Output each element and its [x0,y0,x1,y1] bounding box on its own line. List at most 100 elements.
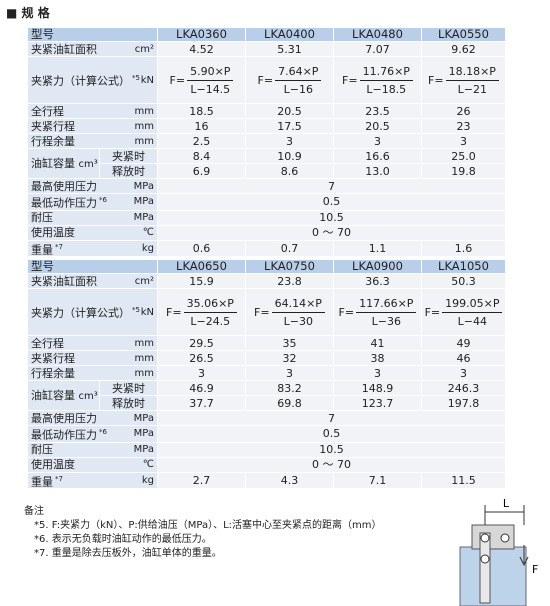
unit: kg [141,474,154,486]
unit: mm [134,120,154,132]
row-label-cell: 夹紧行程 mm [27,350,158,366]
label-wrap: 全行程 mm [31,337,154,350]
formula-prefix: F= [166,305,182,319]
spec-table: 型号 LKA0360 LKA0400 LKA0480 LKA0550 夹紧油缸面积 cm² 4… [27,27,506,258]
label-wrap: 夹紧力（计算公式） *5 kN [31,72,154,88]
row: 油缸容量 cm³ 夹紧时 46.9 83.2 148.9 246.3 [27,380,506,411]
row: 耐压 MPa 10.5 [27,441,506,458]
row-label-group: 夹紧油缸面积 [31,275,97,288]
denominator: L−24.5 [190,314,231,328]
row: 最低动作压力 *6 MPa 0.5 [27,193,506,211]
value-cell: 23.5 [333,103,422,119]
value-cell: 18.5 [157,103,246,119]
formula-cell: F= 18.18×P L−21 [421,56,506,104]
notes-title: 备注 [24,506,44,517]
value-cell: 13.0 [333,163,422,179]
value-cell: 0.5 [157,193,506,211]
row-label-cell: 全行程 mm [27,103,158,119]
row-label-group: 夹紧行程 [31,120,75,133]
header-cell: LKA0550 [421,27,506,42]
row: 行程余量 mm 2.5 3 3 3 [27,133,506,149]
value-cell: 0.7 [245,239,334,258]
value-cell: 15.9 [157,273,246,289]
value-cell: 0 ～ 70 [157,456,506,473]
unit: mm [134,105,154,117]
row: 最高使用压力 MPa 7 [27,410,506,426]
row: 油缸容量 cm³ 夹紧时 8.4 10.9 16.6 25.0 [27,148,506,179]
value-cell: 10.9 [245,148,334,164]
row: 重量 *7 kg 0.6 0.7 1.1 1.6 [27,239,506,258]
header-row: 型号 LKA0360 LKA0400 LKA0480 LKA0550 [27,27,506,42]
value-cell: 50.3 [421,273,506,289]
row: 行程余量 mm 3 3 3 3 [27,365,506,381]
header-row: 型号 LKA0650 LKA0750 LKA0900 LKA1050 [27,259,506,274]
value-cell: 5.31 [245,41,334,57]
numerator: 64.14×P [271,297,325,313]
value-cell: 37.7 [157,395,246,411]
label-wrap: 最低动作压力 *6 MPa [31,194,154,209]
formula-cell: F= 64.14×P L−30 [245,288,334,336]
unit: kg [141,242,154,254]
row: 释放时 6.9 8.6 13.0 19.8 [28,163,506,179]
fraction: 64.14×P L−30 [271,297,325,328]
value-cell: 23.8 [245,273,334,289]
unit: cm² [134,43,154,55]
row-label-cell: 行程余量 mm [27,133,158,149]
value-cell: 0.6 [157,239,246,258]
row: 最低动作压力 *6 MPa 0.5 [27,425,506,443]
value-cell: 3 [245,365,334,381]
value-cell: 29.5 [157,335,246,351]
denominator: L−16 [283,82,313,96]
spec-table: 型号 LKA0650 LKA0750 LKA0900 LKA1050 夹紧油缸面积 cm² 1… [27,259,506,490]
value-cell: 46 [421,350,506,366]
row-label: 使用温度 [31,226,75,240]
formula-cell: F= 117.66×P L−36 [333,288,422,336]
label-wrap: 最高使用压力 MPa [31,412,154,425]
label-wrap: 夹紧行程 mm [31,120,154,133]
row-label-group: 耐压 [31,211,53,224]
row: 耐压 MPa 10.5 [27,209,506,226]
denominator: L−30 [283,314,313,328]
fraction: 199.05×P L−44 [442,297,503,328]
value-cell: 7 [157,178,506,194]
formula-prefix: F= [257,73,274,87]
formula: F= 18.18×P L−21 [425,65,502,96]
row-label-cell: 最高使用压力 MPa [27,410,158,426]
note-mark: *6 [99,428,107,436]
formula-prefix: F= [342,73,358,87]
unit: kN [140,306,154,318]
row-label-cell: 夹紧力（计算公式） *5 kN [27,56,158,104]
row-label-cell: 耐压 MPa [27,441,158,458]
row-label: 重量 [31,475,53,489]
note-mark: *7 [55,474,63,483]
value-cell: 7.07 [333,41,422,57]
unit: kN [140,74,154,86]
row-label-group: 最高使用压力 [31,180,97,193]
formula: F= 199.05×P L−44 [425,297,503,328]
row-label-cell: 夹紧油缸面积 cm² [27,273,158,289]
note-mark: *5 [132,306,140,315]
value-cell: 10.5 [157,209,506,226]
value-cell: 69.8 [245,395,334,411]
row-label-group: 行程余量 [31,367,75,380]
row-label: 耐压 [31,211,53,225]
fraction: 117.66×P L−36 [356,297,417,328]
sub-label: 夹紧时 [99,148,158,164]
row-label-cell: 油缸容量 cm³ [27,148,100,179]
diagram-label: F [532,563,538,576]
unit: mm [134,337,154,349]
value-cell: 3 [245,133,334,149]
row-label: 行程余量 [31,366,75,380]
value-cell: 16 [157,118,246,134]
row: 最高使用压力 MPa 7 [27,178,506,194]
value-cell: 3 [333,365,422,381]
unit: MPa [133,412,154,424]
unit: mm [134,367,154,379]
formula-cell: F= 5.90×P L−14.5 [157,56,246,104]
row-label: 夹紧行程 [31,119,75,133]
row-label-cell: 油缸容量 cm³ [27,380,100,411]
formula-prefix: F= [254,305,270,319]
fraction: 5.90×P L−14.5 [187,65,234,96]
value-cell: 1.1 [333,239,422,258]
